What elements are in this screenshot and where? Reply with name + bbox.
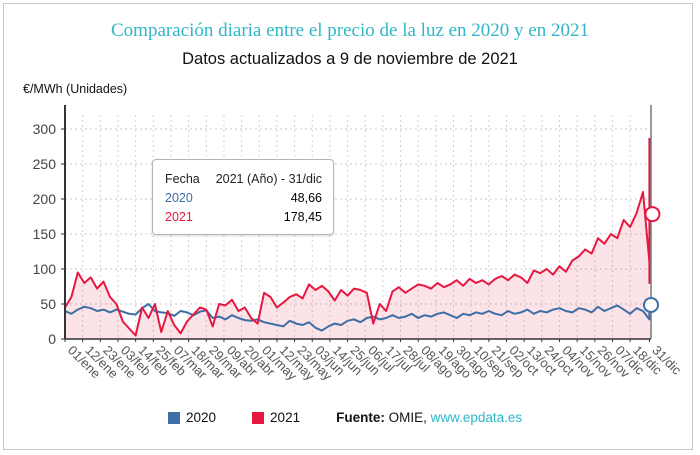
tooltip-series-label: 2021 [165, 210, 193, 224]
tooltip-series-value: 48,66 [290, 191, 322, 205]
y-axis-label: €/MWh (Unidades) [23, 82, 128, 96]
legend-label: 2020 [186, 410, 217, 425]
chart-subtitle: Datos actualizados a 9 de noviembre de 2… [182, 50, 518, 68]
y-tick-labels: 0 50 100 150 200 250 300 [33, 121, 57, 347]
legend-label: 2021 [270, 410, 301, 425]
y-tick-label: 50 [40, 296, 56, 312]
source-label: Fuente: [336, 410, 385, 425]
legend-swatch-2020 [168, 411, 180, 424]
marker-2021 [644, 206, 661, 223]
tooltip-series-value: 178,45 [283, 210, 322, 224]
highlight-markers [643, 206, 661, 313]
source-credit: Fuente: OMIE, www.epdata.es [336, 410, 522, 425]
marker-2020 [643, 296, 659, 313]
tooltip-row-2020: 2020 48,66 [165, 191, 322, 205]
tooltip: Fecha 2021 (Año) - 31/dic 2020 48,66 202… [152, 159, 334, 235]
tooltip-series-label: 2020 [165, 191, 193, 205]
y-tick-label: 100 [33, 261, 57, 277]
y-tick-label: 0 [48, 331, 56, 347]
source-text: OMIE, [384, 410, 431, 425]
y-tick-label: 200 [33, 191, 57, 207]
y-tick-label: 150 [33, 226, 57, 242]
tooltip-date-label: Fecha [165, 172, 200, 186]
tooltip-date-value: 2021 (Año) - 31/dic [215, 172, 322, 186]
series-line-2021 [64, 137, 651, 337]
legend-swatch-2021 [252, 411, 265, 424]
y-tick-label: 250 [33, 156, 57, 172]
legend: 2020 2021 Fuente: OMIE, www.epdata.es [168, 410, 522, 425]
x-tick-labels: 01/ene12/ene23/ene03/feb14/feb25/feb07/m… [65, 343, 685, 384]
series-line-2020 [64, 303, 651, 332]
y-tick-label: 300 [33, 121, 57, 137]
tooltip-row-2021: 2021 178,45 [165, 210, 322, 224]
chart-title: Comparación diaria entre el precio de la… [111, 20, 589, 41]
source-link[interactable]: www.epdata.es [430, 410, 523, 425]
tooltip-header: Fecha 2021 (Año) - 31/dic [165, 172, 322, 186]
legend-item-2020[interactable]: 2020 [168, 410, 216, 425]
series-lines [64, 137, 651, 337]
legend-item-2021[interactable]: 2021 [252, 410, 300, 425]
area-2021 [65, 138, 650, 339]
